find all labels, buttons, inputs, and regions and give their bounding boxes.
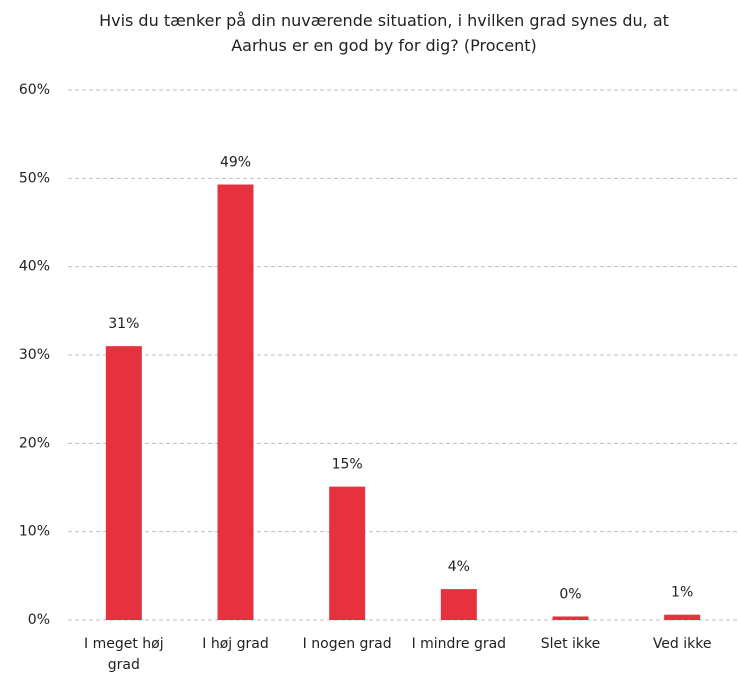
y-tick-label: 30% xyxy=(19,347,50,363)
data-label: 49% xyxy=(220,155,251,171)
x-tick-label: Ved ikke xyxy=(652,636,712,652)
x-tick-label: I nogen grad xyxy=(302,636,392,652)
bar xyxy=(664,614,701,620)
data-label: 4% xyxy=(448,559,470,575)
data-label: 15% xyxy=(332,457,363,473)
data-label: 0% xyxy=(559,586,581,602)
x-tick-label: I mindre grad xyxy=(411,636,507,652)
y-tick-label: 10% xyxy=(19,524,50,540)
y-tick-label: 0% xyxy=(28,612,50,628)
bar xyxy=(217,184,254,620)
y-tick-label: 50% xyxy=(19,170,50,186)
x-tick-label: I meget høj grad xyxy=(84,636,164,673)
y-tick-label: 60% xyxy=(19,82,50,98)
bar xyxy=(329,486,366,620)
data-label: 31% xyxy=(108,316,139,332)
x-tick-label: Slet ikke xyxy=(540,636,601,652)
chart-title: Hvis du tænker på din nuværende situatio… xyxy=(99,11,669,55)
y-tick-label: 20% xyxy=(19,435,50,451)
y-tick-label: 40% xyxy=(19,259,50,275)
bar xyxy=(440,589,477,620)
bar xyxy=(552,616,589,620)
bar xyxy=(105,346,142,620)
x-tick-label: I høj grad xyxy=(202,636,269,652)
data-label: 1% xyxy=(671,585,693,601)
